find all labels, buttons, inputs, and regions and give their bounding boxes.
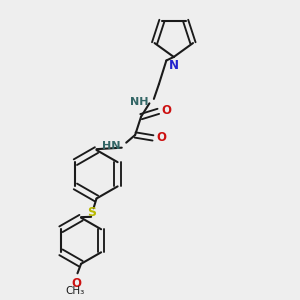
Text: S: S — [88, 206, 97, 219]
Text: O: O — [156, 131, 166, 144]
Text: O: O — [71, 277, 81, 290]
Text: NH: NH — [130, 97, 148, 107]
Text: O: O — [161, 104, 171, 117]
Text: CH₃: CH₃ — [65, 286, 85, 296]
Text: HN: HN — [102, 141, 120, 151]
Text: N: N — [169, 59, 179, 72]
